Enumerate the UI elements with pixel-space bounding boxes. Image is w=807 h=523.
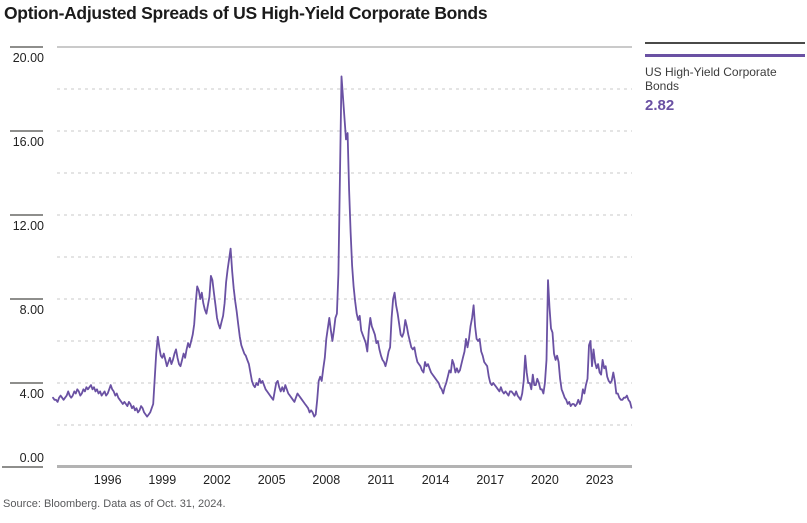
source-note: Source: Bloomberg. Data as of Oct. 31, 2… xyxy=(3,498,226,510)
x-tick-label-2023: 2023 xyxy=(586,473,614,487)
series-line-us-high-yield xyxy=(52,75,633,418)
x-tick-label-2008: 2008 xyxy=(312,473,340,487)
x-tick-label-1996: 1996 xyxy=(94,473,122,487)
x-tick-label-2017: 2017 xyxy=(476,473,504,487)
series-color-swatch xyxy=(645,54,805,57)
legend-panel: US High-Yield Corporate Bonds 2.82 xyxy=(645,42,805,114)
legend-series-label: US High-Yield Corporate Bonds xyxy=(645,65,777,93)
x-tick-label-2005: 2005 xyxy=(258,473,286,487)
y-tick-label-4: 4.00 xyxy=(20,387,44,401)
x-tick-label-2014: 2014 xyxy=(422,473,450,487)
y-tick-label-20: 20.00 xyxy=(13,51,44,65)
x-tick-label-2020: 2020 xyxy=(531,473,559,487)
x-tick-label-1999: 1999 xyxy=(148,473,176,487)
legend-divider-rule xyxy=(645,42,805,44)
legend-latest-value: 2.82 xyxy=(645,96,675,114)
y-tick-label-8: 8.00 xyxy=(20,303,44,317)
y-tick-label-12: 12.00 xyxy=(13,219,44,233)
x-tick-label-2011: 2011 xyxy=(368,473,395,487)
y-tick-label-16: 16.00 xyxy=(13,135,44,149)
page-title: Option-Adjusted Spreads of US High-Yield… xyxy=(4,3,488,23)
x-tick-label-2002: 2002 xyxy=(203,473,231,487)
y-tick-label-0: 0.00 xyxy=(20,451,44,465)
